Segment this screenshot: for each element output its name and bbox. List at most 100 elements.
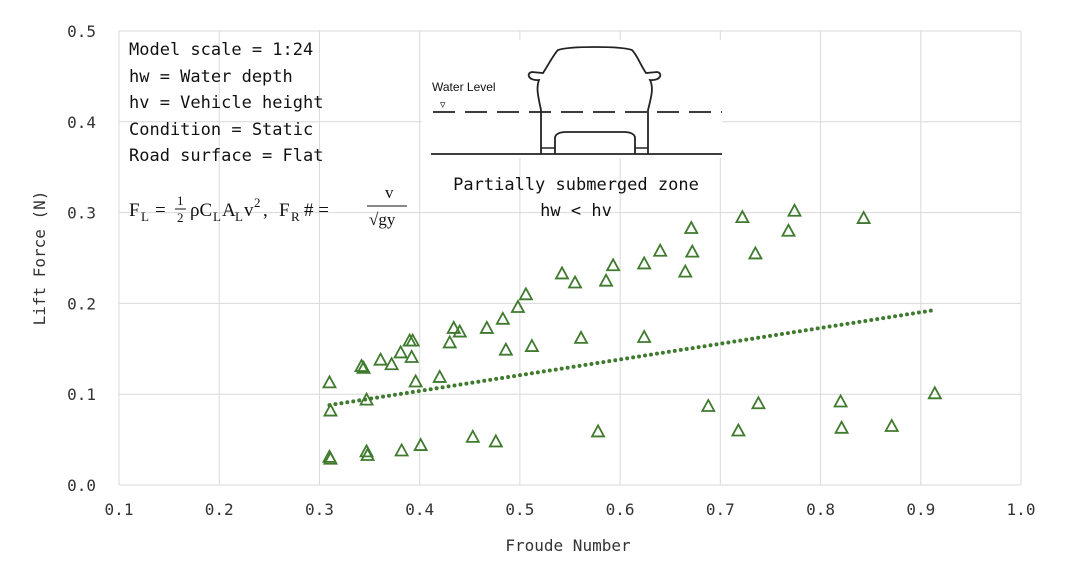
trendline-dot xyxy=(589,361,594,366)
data-point xyxy=(573,330,589,344)
data-point xyxy=(488,433,504,448)
trendline-dot xyxy=(345,400,350,405)
y-tick-label: 0.0 xyxy=(67,476,96,495)
trendline-dot xyxy=(535,370,540,375)
trendline-dot xyxy=(875,317,880,322)
trendline-dot xyxy=(827,324,832,329)
formula-sub: L xyxy=(213,209,221,224)
data-point xyxy=(636,255,652,270)
data-point xyxy=(322,450,338,465)
trendline-dot xyxy=(458,382,463,387)
trendline-dot xyxy=(678,347,683,352)
trendline-dot xyxy=(785,331,790,336)
formula-den: √gy xyxy=(369,210,396,229)
trendline-dot xyxy=(881,316,886,321)
trendline-dot xyxy=(845,321,850,326)
vehicle-underbody xyxy=(554,131,636,154)
trendline-dot xyxy=(732,339,737,344)
formula-part: v xyxy=(244,200,254,221)
trendline-dot xyxy=(690,346,695,351)
data-point xyxy=(479,320,495,334)
trendline-dot xyxy=(893,314,898,319)
data-point xyxy=(465,428,481,443)
trendline-dot xyxy=(571,364,576,369)
trendline-dot xyxy=(714,342,719,347)
data-point xyxy=(384,356,400,371)
data-point xyxy=(394,442,410,457)
data-point xyxy=(498,341,514,356)
trendline-dot xyxy=(381,394,386,399)
trendline-dot xyxy=(815,326,820,331)
trendline-dot xyxy=(916,310,921,315)
trendline-dot xyxy=(672,348,677,353)
data-point xyxy=(652,242,668,257)
trendline-dot xyxy=(869,318,874,323)
trendline-dot xyxy=(553,367,558,372)
trendline-dot xyxy=(637,354,642,359)
submerged-vehicle-diagram: Water Level ▿ xyxy=(422,40,722,158)
data-point xyxy=(567,274,583,289)
trendline-dot xyxy=(500,375,505,380)
data-point xyxy=(404,349,420,363)
formula-sub: L xyxy=(141,209,149,224)
data-point xyxy=(636,329,652,343)
trendline-dot xyxy=(375,395,380,400)
formula-num: v xyxy=(385,183,394,202)
trendline-dot xyxy=(863,318,868,323)
data-point xyxy=(750,395,766,410)
data-point xyxy=(833,393,849,408)
trendline-dot xyxy=(392,392,397,397)
trendline-dot xyxy=(398,391,403,396)
formula-part: A xyxy=(222,200,236,221)
trendline-dot xyxy=(512,374,517,379)
data-point xyxy=(495,310,511,325)
trendline-dot xyxy=(803,328,808,333)
trendline-dot xyxy=(529,371,534,376)
trendline-dot xyxy=(464,381,469,386)
trendline-dot xyxy=(422,388,427,393)
trendline-dot xyxy=(643,353,648,358)
trendline-dot xyxy=(523,372,528,377)
data-point xyxy=(927,385,943,400)
trendline-dot xyxy=(547,368,552,373)
data-point xyxy=(322,402,338,417)
x-tick-label: 0.4 xyxy=(405,500,434,519)
trendline-dot xyxy=(476,379,481,384)
trendline-dot xyxy=(779,332,784,337)
zone-title: Partially submerged zone xyxy=(453,175,699,195)
x-tick-label: 0.3 xyxy=(305,500,334,519)
trendline-dot xyxy=(744,337,749,342)
annotation-line: Condition = Static xyxy=(129,120,313,140)
data-points xyxy=(321,202,943,465)
annotation-line: Model scale = 1:24 xyxy=(129,40,313,60)
formula-half-den: 2 xyxy=(177,210,184,225)
data-point xyxy=(677,263,693,278)
data-point xyxy=(413,437,429,451)
data-point xyxy=(408,373,424,388)
x-tick-label: 0.5 xyxy=(505,500,534,519)
trendline-dot xyxy=(756,335,761,340)
trendline-dot xyxy=(660,350,665,355)
trendline-dot xyxy=(809,327,814,332)
trendline-dot xyxy=(791,330,796,335)
annotation-block: Model scale = 1:24 hw = Water depth hv =… xyxy=(129,40,323,166)
trendline-dot xyxy=(648,352,653,357)
trendline-dot xyxy=(333,402,338,407)
trendline-dot xyxy=(910,311,915,316)
data-point xyxy=(524,338,540,352)
data-point xyxy=(884,418,900,432)
water-level-label: Water Level xyxy=(432,80,496,94)
y-tick-labels: 0.0 0.1 0.2 0.3 0.4 0.5 xyxy=(67,22,96,495)
trendline-dot xyxy=(410,390,415,395)
trendline-dot xyxy=(928,308,933,313)
y-tick-label: 0.5 xyxy=(67,22,96,41)
trendline-dot xyxy=(404,390,409,395)
trendline-dot xyxy=(726,340,731,345)
formula-sub: L xyxy=(235,209,243,224)
data-point xyxy=(446,320,462,334)
trendline-dot xyxy=(762,334,767,339)
data-point xyxy=(834,419,850,434)
trendline-dot xyxy=(666,349,671,354)
data-point xyxy=(554,265,570,280)
